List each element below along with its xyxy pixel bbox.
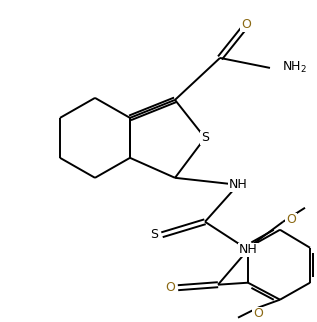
Text: O: O (286, 213, 296, 226)
Text: S: S (201, 131, 209, 144)
Text: O: O (253, 307, 263, 320)
Text: S: S (150, 228, 158, 241)
Text: NH: NH (229, 178, 247, 191)
Text: NH$_2$: NH$_2$ (282, 61, 307, 75)
Text: O: O (165, 281, 175, 294)
Text: NH: NH (239, 243, 257, 256)
Text: O: O (241, 18, 251, 32)
